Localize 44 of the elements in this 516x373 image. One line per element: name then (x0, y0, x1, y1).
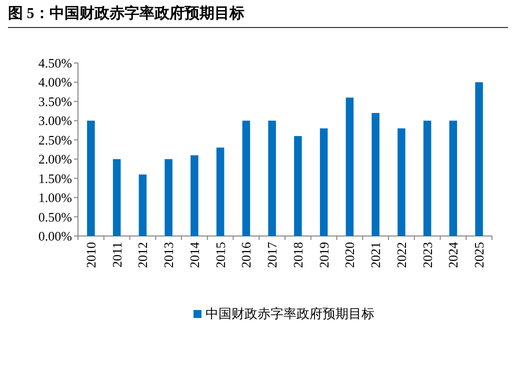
bar (398, 128, 406, 236)
y-tick-label: 4.00% (38, 74, 72, 90)
y-tick-label: 2.50% (38, 132, 72, 148)
y-tick-label: 3.00% (38, 113, 72, 128)
x-tick-label: 2011 (109, 242, 124, 268)
bar (87, 120, 95, 236)
bar (294, 136, 302, 236)
x-tick-label: 2012 (135, 242, 150, 268)
bar (320, 128, 328, 236)
bar (423, 120, 432, 236)
bar (242, 120, 250, 236)
x-tick-label: 2016 (238, 242, 254, 268)
bar (475, 82, 483, 236)
y-tick-label: 1.00% (38, 190, 72, 206)
bar (346, 98, 354, 236)
bar (372, 112, 380, 236)
x-tick-label: 2021 (368, 242, 384, 268)
y-tick-label: 2.00% (38, 152, 72, 167)
y-tick-label: 1.50% (38, 170, 72, 186)
bar (164, 159, 172, 236)
bar (112, 159, 121, 236)
y-tick-label: 0.00% (38, 228, 72, 244)
bar (190, 155, 198, 236)
x-tick-label: 2019 (316, 242, 332, 268)
x-tick-label: 2014 (186, 242, 202, 268)
x-tick-label: 2023 (420, 242, 435, 268)
bar (216, 148, 224, 236)
bar (268, 120, 276, 236)
chart-title: 图 5：中国财政赤字率政府预期目标 (8, 4, 508, 28)
bar (449, 120, 458, 236)
y-tick-label: 3.50% (38, 94, 72, 109)
x-tick-label: 2017 (264, 242, 280, 268)
y-tick-label: 4.50% (38, 56, 72, 70)
bar (138, 174, 147, 236)
x-tick-label: 2015 (212, 242, 228, 268)
x-tick-label: 2020 (342, 242, 358, 268)
x-tick-label: 2013 (161, 242, 176, 268)
x-tick-label: 2025 (472, 242, 487, 268)
x-tick-label: 2010 (83, 242, 98, 268)
x-tick-label: 2024 (446, 242, 461, 268)
legend-label: 中国财政赤字率政府预期目标 (206, 306, 374, 321)
x-tick-label: 2022 (394, 242, 409, 268)
y-tick-label: 0.50% (38, 209, 72, 224)
x-tick-label: 2018 (290, 242, 306, 268)
